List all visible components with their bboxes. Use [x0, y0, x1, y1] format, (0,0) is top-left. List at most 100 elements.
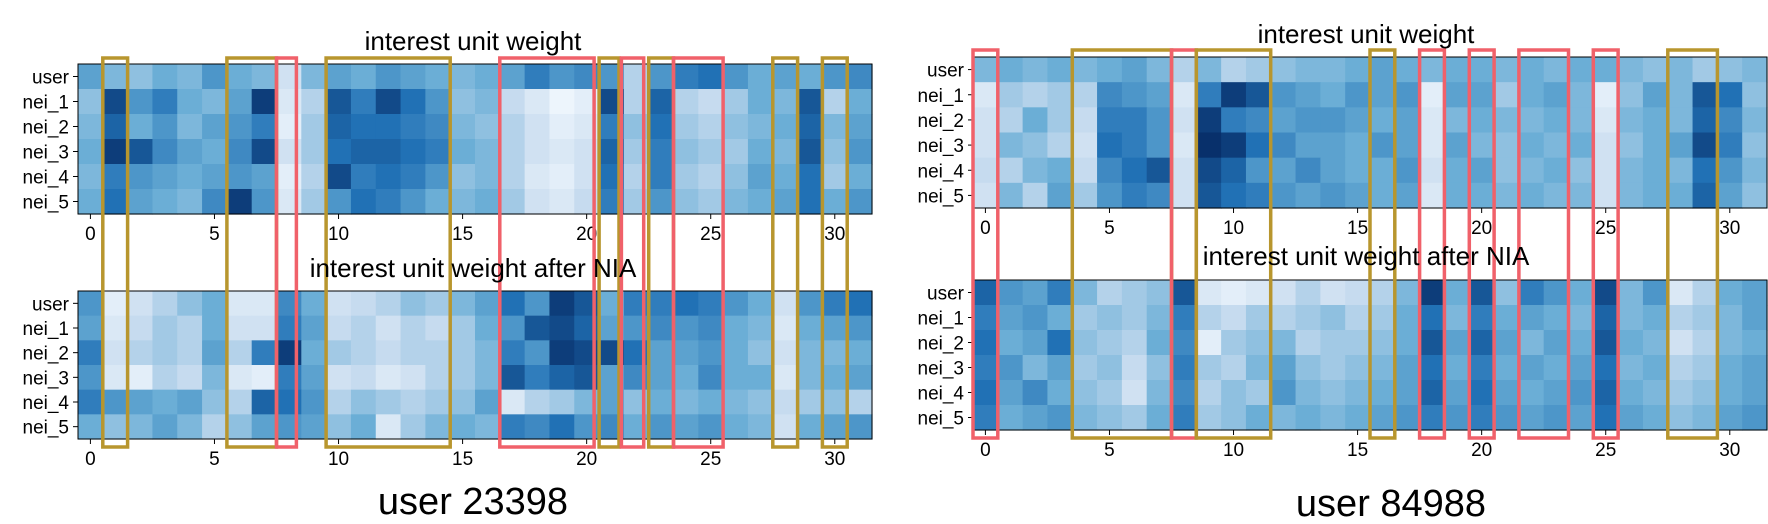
x-tick-label: 30 [1719, 218, 1740, 239]
heatmap-cell [698, 64, 724, 90]
heatmap-cell [1097, 107, 1123, 134]
heatmap-cell [127, 315, 154, 341]
row-label: nei_1 [918, 309, 965, 330]
heatmap-cell [1270, 305, 1297, 331]
heatmap-cell [1146, 380, 1173, 406]
heatmap-cell [450, 315, 476, 341]
highlight-box-gold [820, 56, 849, 449]
heatmap-cell [973, 305, 999, 331]
row-label: nei_4 [23, 168, 70, 189]
heatmap-cell [1494, 132, 1520, 159]
heatmap-cell [524, 114, 551, 140]
heatmap-cell [822, 139, 848, 165]
heatmap-cell [425, 315, 451, 341]
heatmap-cell [1196, 57, 1222, 83]
heatmap-cell [1121, 405, 1148, 431]
heatmap-cell [524, 64, 551, 90]
heatmap-cell [1345, 182, 1371, 209]
heatmap-cell [152, 389, 178, 415]
heatmap-cell [1394, 305, 1421, 331]
heatmap-cell [102, 189, 129, 215]
heatmap-cell [673, 89, 699, 115]
heatmap-title-right-bottom: interest unit weight after NIA [1203, 241, 1530, 271]
heatmap-cell [226, 189, 253, 215]
heatmap-cell [1568, 107, 1594, 134]
heatmap-cell [1320, 82, 1346, 108]
heatmap-cell [326, 64, 352, 90]
heatmap-cell [1717, 305, 1743, 331]
heatmap-cell [1593, 182, 1619, 209]
heatmap-cell [822, 291, 848, 317]
heatmap-cell [1593, 380, 1619, 406]
x-tick-label: 5 [209, 224, 220, 245]
heatmap-cell [1121, 107, 1148, 134]
x-tick-label: 0 [980, 440, 991, 461]
heatmap-cell [1667, 380, 1694, 406]
row-label: nei_4 [918, 161, 965, 182]
heatmap-cell [152, 315, 178, 341]
heatmap-cell [78, 365, 104, 391]
heatmap-cell [350, 64, 377, 90]
heatmap-cell [997, 57, 1024, 83]
heatmap-cell [1742, 305, 1768, 331]
heatmap-cell [425, 89, 451, 115]
highlight-box-gold [771, 56, 800, 449]
heatmap-cell [1047, 305, 1073, 331]
heatmap-cell [997, 305, 1024, 331]
heatmap-cell [1494, 107, 1520, 134]
heatmap-cell [1345, 355, 1371, 381]
heatmap-cell [1097, 82, 1123, 108]
row-label: nei_5 [23, 418, 70, 439]
heatmap-cell [425, 291, 451, 317]
heatmap-cell [400, 291, 426, 317]
heatmap-cell [1568, 157, 1594, 184]
heatmap-cell [797, 164, 823, 190]
heatmap-cell [1097, 405, 1123, 431]
heatmap-cell [1518, 380, 1545, 406]
heatmap-cell [747, 114, 774, 140]
heatmap-cell [1618, 132, 1644, 159]
heatmap-cell [226, 315, 253, 341]
heatmap-cell [251, 389, 278, 415]
heatmap-cell [698, 89, 724, 115]
highlight-box-gold [1368, 48, 1397, 440]
heatmap-cell [549, 365, 575, 391]
heatmap-cell [78, 164, 104, 190]
heatmap-cell [723, 365, 749, 391]
heatmap-cell [1146, 57, 1173, 83]
heatmap-cell [1444, 157, 1470, 184]
heatmap-cell [251, 164, 278, 190]
heatmap-cell [1394, 330, 1421, 356]
heatmap-cell [1196, 380, 1222, 406]
heatmap-cell [1047, 182, 1073, 209]
heatmap-cell [1146, 280, 1173, 306]
heatmap-cell [673, 64, 699, 90]
heatmap-cell [177, 414, 203, 440]
heatmap-cell [1518, 405, 1545, 431]
heatmap-cell [1494, 82, 1520, 108]
heatmap-cell [723, 340, 749, 366]
heatmap-cell [1717, 57, 1743, 83]
heatmap-cell [822, 365, 848, 391]
heatmap-cell [102, 139, 129, 165]
heatmap-cell [350, 139, 377, 165]
heatmap-cell [400, 189, 426, 215]
heatmap-cell [475, 189, 501, 215]
heatmap-cell [822, 414, 848, 440]
heatmap-cell [475, 114, 501, 140]
x-tick-label: 10 [1223, 440, 1244, 461]
heatmap-cell [747, 389, 774, 415]
heatmap-cell [1692, 132, 1718, 159]
heatmap-cell [127, 64, 154, 90]
heatmap-cell [102, 64, 129, 90]
heatmap-cell [1444, 380, 1470, 406]
heatmap-cell [524, 340, 551, 366]
heatmap-cell [747, 315, 774, 341]
heatmap-cell [1270, 380, 1297, 406]
heatmap-cell [648, 414, 675, 440]
heatmap-cell [1146, 330, 1173, 356]
heatmap-cell [1121, 57, 1148, 83]
heatmap-cell [1196, 330, 1222, 356]
heatmap-cell [152, 164, 178, 190]
highlight-box-red [1417, 48, 1447, 440]
